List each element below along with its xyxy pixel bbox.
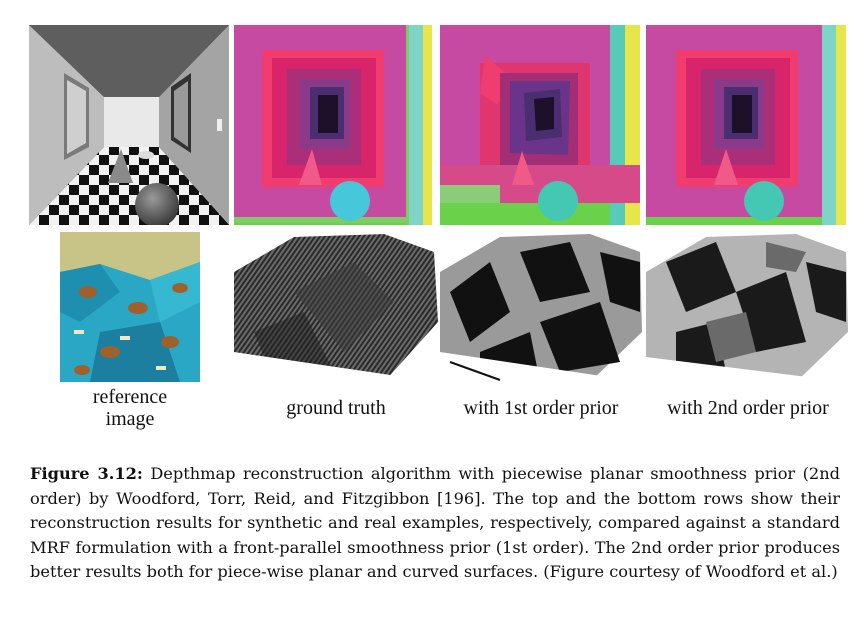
- cloth-first-order-surface: [440, 232, 642, 382]
- corridor-ground-truth-depth: [234, 25, 432, 225]
- cloth-reference-image: [60, 232, 200, 382]
- figure-number: Figure 3.12:: [30, 464, 143, 483]
- corridor-first-order-depth: [440, 25, 640, 225]
- figure: reference image ground truth with 1st or…: [29, 25, 848, 430]
- figure-caption: Figure 3.12: Depthmap reconstruction alg…: [30, 462, 840, 585]
- corridor-reference-image: [29, 25, 229, 225]
- cloth-ground-truth-surface: [234, 232, 438, 382]
- label-second-order-prior: with 2nd order prior: [667, 397, 829, 419]
- cloth-second-order-surface: [646, 232, 848, 382]
- label-reference-image: reference image: [92, 386, 168, 430]
- label-first-order-prior: with 1st order prior: [463, 397, 619, 419]
- caption-text: Depthmap reconstruction algorithm with p…: [30, 464, 840, 582]
- corridor-second-order-depth: [646, 25, 846, 225]
- label-ground-truth: ground truth: [286, 397, 386, 419]
